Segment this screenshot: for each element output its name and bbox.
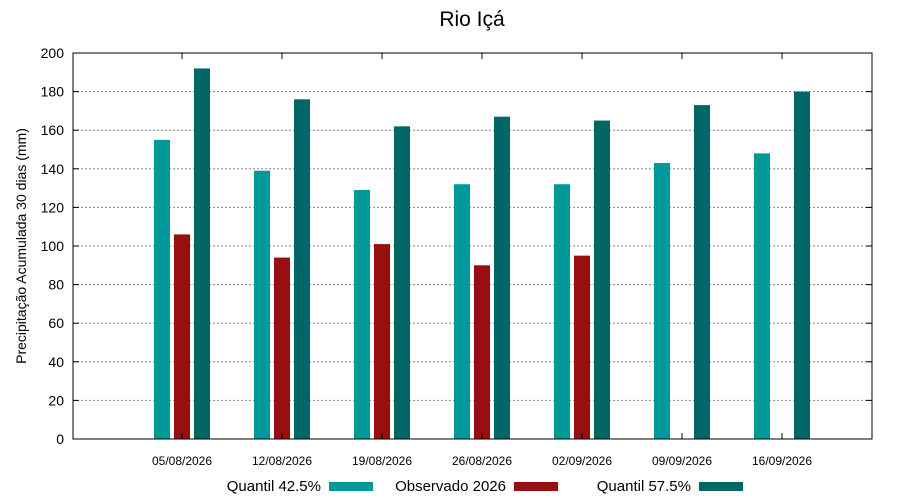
bar-q575 bbox=[794, 91, 810, 439]
bar-q425 bbox=[254, 170, 270, 440]
legend-label: Observado 2026 bbox=[395, 478, 506, 495]
bar-q425 bbox=[154, 139, 170, 439]
y-axis-label: Precipitação Acumulada 30 dias (mm) bbox=[13, 128, 29, 364]
y-tick-label: 0 bbox=[56, 431, 64, 447]
bar-q575 bbox=[694, 105, 710, 440]
y-tick-label: 160 bbox=[41, 122, 65, 138]
bar-q425 bbox=[354, 190, 370, 439]
legend: Quantil 42.5% Observado 2026 Quantil 57.5% bbox=[227, 478, 743, 495]
bar-observado bbox=[374, 244, 390, 439]
grid-lines bbox=[73, 91, 872, 401]
y-tick-label: 20 bbox=[48, 392, 64, 408]
bar-observado bbox=[474, 265, 490, 439]
bar-q575 bbox=[594, 120, 610, 440]
y-tick-label: 60 bbox=[48, 315, 64, 331]
bar-q425 bbox=[754, 153, 770, 440]
bar-q575 bbox=[494, 116, 510, 439]
y-axis: 0 20 40 60 80 100 120 140 160 180 200 bbox=[41, 45, 872, 447]
y-tick-label: 140 bbox=[41, 161, 65, 177]
legend-swatch bbox=[514, 482, 558, 491]
legend-swatch bbox=[699, 482, 743, 491]
bar-q425 bbox=[654, 163, 670, 439]
x-tick-label: 05/08/2026 bbox=[152, 454, 212, 468]
y-tick-label: 200 bbox=[41, 45, 65, 61]
chart-title: Rio Içá bbox=[439, 8, 505, 31]
plot-frame bbox=[72, 52, 873, 440]
bar-observado bbox=[274, 257, 290, 439]
x-tick-label: 09/09/2026 bbox=[652, 454, 712, 468]
y-tick-label: 100 bbox=[41, 238, 65, 254]
bar-q425 bbox=[554, 184, 570, 439]
x-axis: 05/08/2026 12/08/2026 19/08/2026 26/08/2026… bbox=[152, 53, 812, 468]
x-tick-label: 26/08/2026 bbox=[452, 454, 512, 468]
y-tick-label: 120 bbox=[41, 199, 65, 215]
x-tick-label: 02/09/2026 bbox=[552, 454, 612, 468]
bar-q425 bbox=[454, 184, 470, 439]
legend-swatch bbox=[329, 482, 373, 491]
y-tick-label: 180 bbox=[41, 84, 65, 100]
bar-observado bbox=[174, 234, 190, 439]
y-tick-label: 40 bbox=[48, 354, 64, 370]
legend-label: Quantil 42.5% bbox=[227, 478, 321, 495]
bar-observado bbox=[574, 255, 590, 439]
x-tick-label: 16/09/2026 bbox=[752, 454, 812, 468]
bar-q575 bbox=[294, 99, 310, 439]
y-tick-label: 80 bbox=[48, 277, 64, 293]
bar-q575 bbox=[194, 68, 210, 439]
bars-group bbox=[154, 68, 810, 440]
legend-label: Quantil 57.5% bbox=[597, 478, 691, 495]
x-tick-label: 19/08/2026 bbox=[352, 454, 412, 468]
x-tick-label: 12/08/2026 bbox=[252, 454, 312, 468]
bar-q575 bbox=[394, 126, 410, 439]
